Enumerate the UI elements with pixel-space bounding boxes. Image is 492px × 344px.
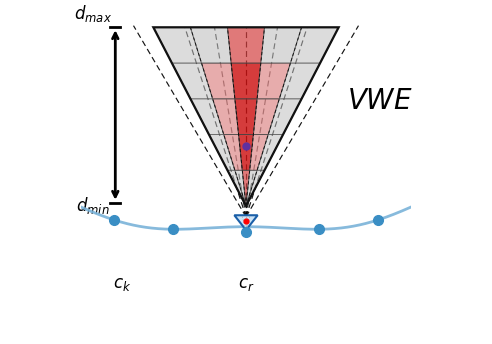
Polygon shape (224, 135, 242, 170)
Polygon shape (261, 27, 302, 63)
Polygon shape (190, 99, 224, 135)
Polygon shape (253, 99, 279, 135)
Text: $VWE$: $VWE$ (347, 88, 413, 115)
Polygon shape (227, 170, 246, 206)
Polygon shape (290, 27, 338, 63)
Polygon shape (235, 170, 246, 206)
Polygon shape (246, 170, 257, 206)
Polygon shape (246, 170, 265, 206)
Polygon shape (231, 63, 261, 99)
Polygon shape (257, 135, 283, 170)
Polygon shape (234, 215, 258, 230)
Polygon shape (202, 63, 235, 99)
Polygon shape (154, 27, 202, 63)
Polygon shape (227, 27, 265, 63)
Polygon shape (242, 170, 250, 206)
Text: $d_{min}$: $d_{min}$ (76, 195, 110, 216)
Polygon shape (239, 135, 253, 170)
Text: $d_{max}$: $d_{max}$ (74, 3, 112, 24)
Polygon shape (268, 99, 302, 135)
Polygon shape (250, 135, 268, 170)
Text: $c_r$: $c_r$ (238, 276, 254, 293)
Polygon shape (172, 63, 213, 99)
Polygon shape (209, 135, 235, 170)
Polygon shape (257, 63, 290, 99)
Polygon shape (190, 27, 231, 63)
Polygon shape (235, 99, 257, 135)
Text: $c_k$: $c_k$ (113, 276, 131, 293)
Polygon shape (279, 63, 320, 99)
Polygon shape (213, 99, 239, 135)
